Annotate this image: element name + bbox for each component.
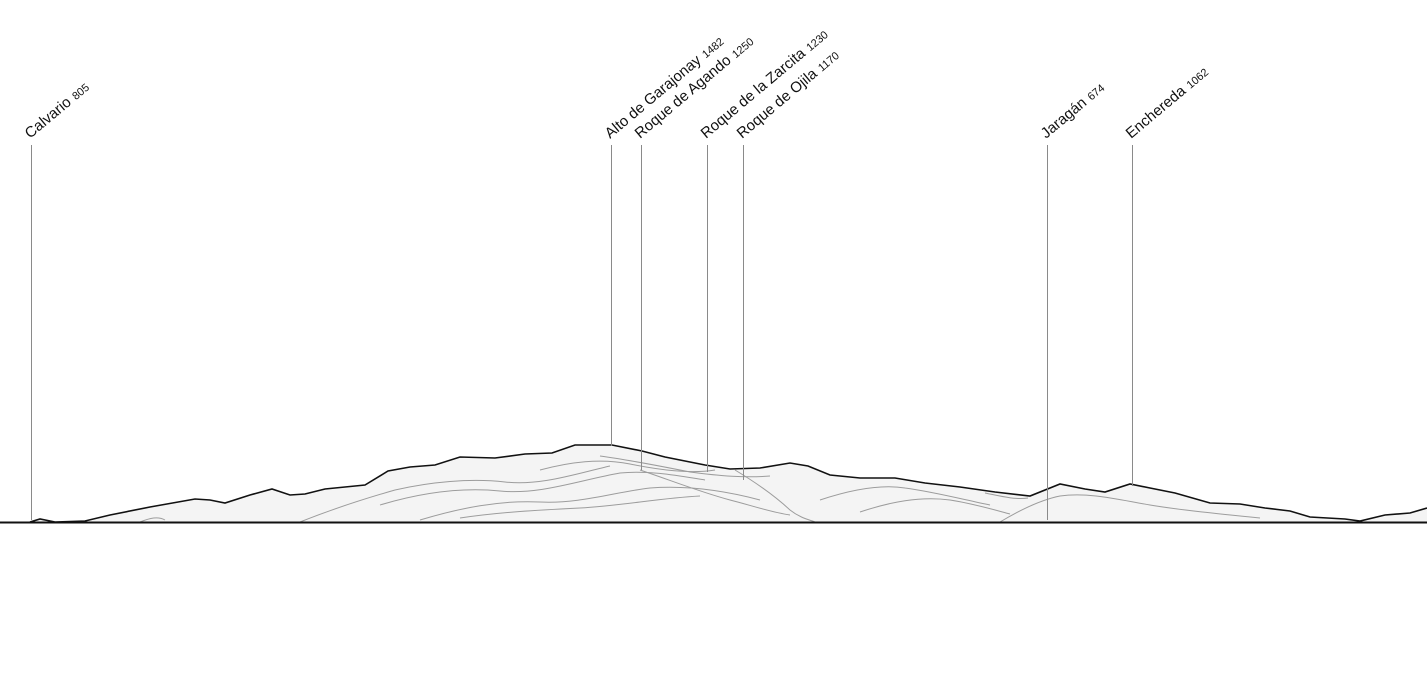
peak-elevation: 674 [1086,82,1108,103]
peak-name: Jaragán [1038,94,1090,142]
leader-lines [31,145,1133,520]
terrain-fill [0,445,1427,522]
peak-name: Enchereda [1123,82,1190,142]
peak-labels: Calvario805 Alto de Garajonay1482 Roque … [22,29,1212,142]
peak-label-jaragan: Jaragán674 [1038,79,1108,142]
peak-label-calvario: Calvario805 [22,79,93,142]
peak-elevation: 1170 [816,50,842,74]
peak-elevation: 1250 [730,36,756,61]
peak-elevation: 805 [70,82,92,103]
terrain [0,444,1427,524]
peak-name: Calvario [22,94,75,142]
peak-elevation: 1062 [1185,67,1211,92]
skyline-ridge [29,444,1427,523]
peak-elevation: 1230 [804,29,830,54]
peak-label-enchereda: Enchereda1062 [1123,63,1212,142]
